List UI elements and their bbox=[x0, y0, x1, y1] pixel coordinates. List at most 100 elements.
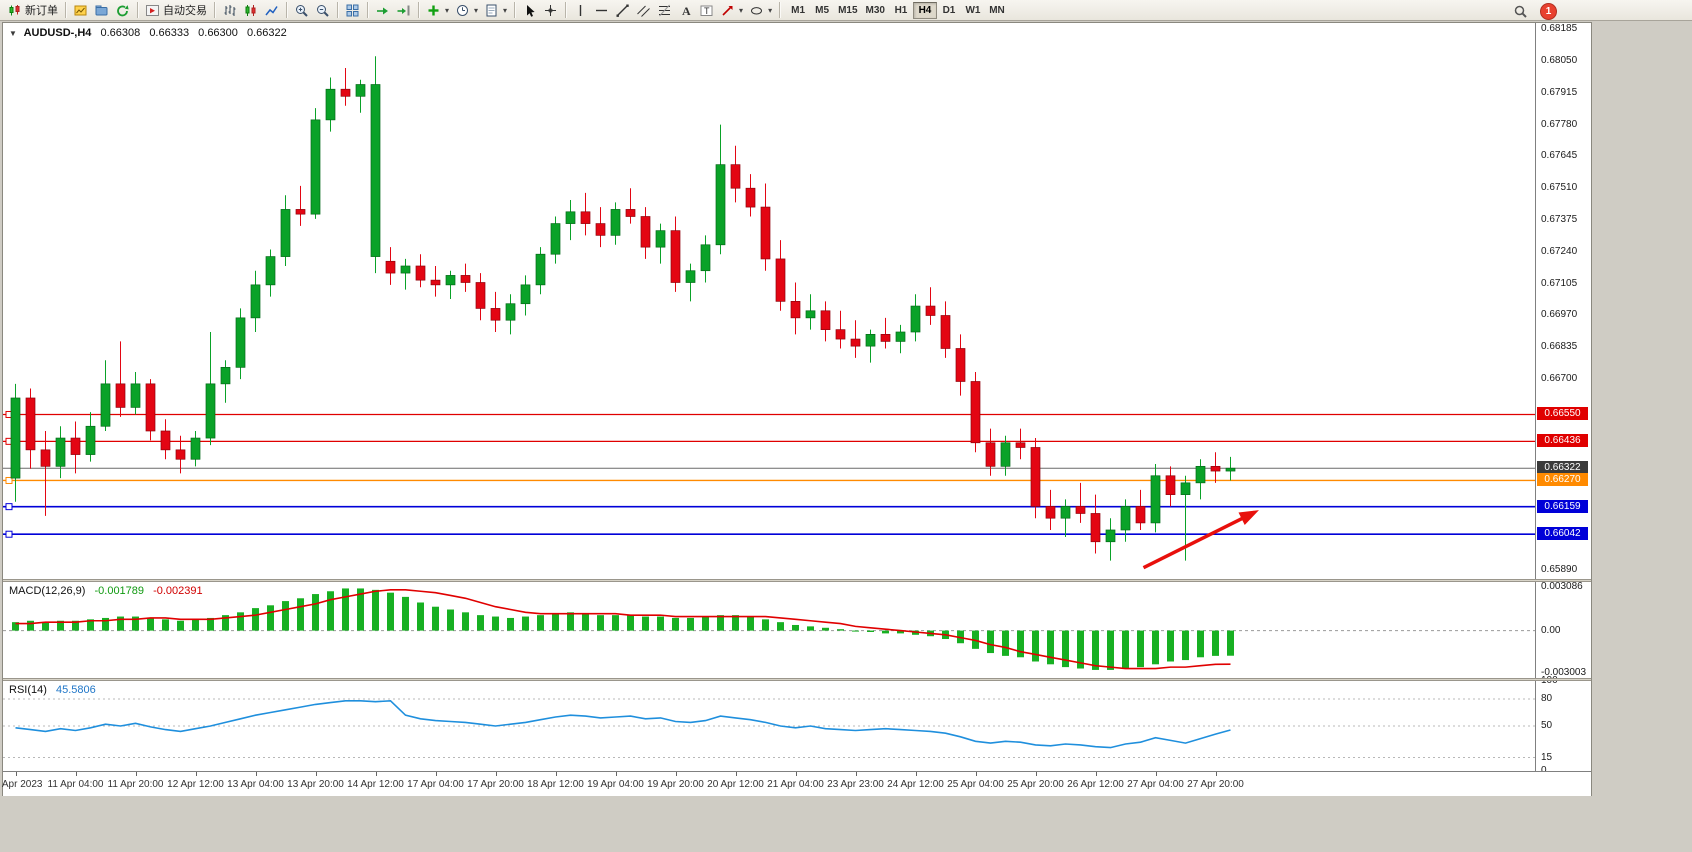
axis-label: 0.67645 bbox=[1541, 150, 1578, 162]
panel-separator[interactable] bbox=[3, 579, 1591, 582]
profiles-icon bbox=[95, 5, 108, 15]
ohlc-high: 0.66333 bbox=[149, 27, 190, 39]
panel-separator[interactable] bbox=[3, 678, 1591, 681]
text-button[interactable]: A bbox=[675, 1, 696, 20]
axis-label: -0.003003 bbox=[1541, 666, 1587, 678]
candlestick-chart-icon bbox=[245, 4, 256, 16]
axis-label: 50 bbox=[1541, 720, 1553, 731]
timeframe-button-m5[interactable]: M5 bbox=[810, 2, 834, 19]
time-label: 19 Apr 04:00 bbox=[587, 779, 644, 790]
price-tag: 0.66159 bbox=[1537, 499, 1588, 513]
toolbar-separator bbox=[514, 2, 516, 18]
fibonacci-button[interactable] bbox=[654, 1, 675, 20]
channel-button[interactable] bbox=[633, 1, 654, 20]
time-label: 13 Apr 04:00 bbox=[227, 779, 284, 790]
timeframe-button-mn[interactable]: MN bbox=[985, 2, 1009, 19]
axis-label: 0.67375 bbox=[1541, 214, 1578, 226]
tile-windows-icon bbox=[346, 4, 359, 16]
horizontal-line-button[interactable] bbox=[591, 1, 612, 20]
time-tick bbox=[135, 772, 137, 776]
periods-button[interactable]: ▾ bbox=[452, 1, 481, 20]
rsi-chart[interactable] bbox=[3, 681, 1535, 771]
search-button[interactable] bbox=[1510, 2, 1531, 21]
timeframe-button-w1[interactable]: W1 bbox=[961, 2, 985, 19]
time-tick bbox=[675, 772, 677, 776]
fibonacci-icon bbox=[659, 4, 671, 16]
time-tick bbox=[555, 772, 557, 776]
time-tick bbox=[1215, 772, 1217, 776]
timeframe-button-h4[interactable]: H4 bbox=[912, 1, 937, 19]
bar-chart-button[interactable] bbox=[219, 1, 240, 20]
auto-trading-button[interactable]: 自动交易 bbox=[142, 1, 210, 20]
toolbar-separator bbox=[137, 2, 138, 18]
auto-scroll-button[interactable] bbox=[372, 1, 393, 20]
new-order-button[interactable]: 新订单 bbox=[4, 1, 61, 20]
arrows-button[interactable]: ▾ bbox=[717, 1, 746, 20]
ohlc-low: 0.66300 bbox=[198, 27, 238, 39]
crosshair-button[interactable] bbox=[540, 1, 561, 20]
chart-menu-icon[interactable]: ▼ bbox=[9, 29, 17, 38]
time-label: 21 Apr 04:00 bbox=[767, 779, 824, 790]
text-label-button[interactable]: T bbox=[696, 1, 717, 20]
macd-panel[interactable] bbox=[3, 582, 1535, 678]
price-axis[interactable]: 0.68185 0.68050 0.67915 0.67780 0.67645 0.675… bbox=[1535, 23, 1591, 776]
axis-label: 0.67510 bbox=[1541, 182, 1578, 194]
rsi-panel[interactable] bbox=[3, 681, 1535, 771]
zoom-in-icon bbox=[296, 4, 308, 17]
templates-icon bbox=[486, 4, 497, 16]
toolbar-separator bbox=[337, 2, 338, 18]
new-chart-button[interactable] bbox=[70, 1, 91, 20]
timeframe-button-d1[interactable]: D1 bbox=[937, 2, 961, 19]
tile-windows-button[interactable] bbox=[342, 1, 363, 20]
line-chart-icon bbox=[265, 5, 278, 15]
time-tick bbox=[15, 772, 17, 776]
chart-shift-button[interactable] bbox=[393, 1, 414, 20]
chevron-down-icon: ▾ bbox=[445, 5, 450, 15]
timeframe-button-m15[interactable]: M15 bbox=[834, 2, 861, 19]
ohlc-open: 0.66308 bbox=[100, 27, 141, 39]
toolbar-right-group: 1 bbox=[1510, 2, 1557, 21]
toolbar-separator bbox=[367, 2, 368, 18]
indicators-icon bbox=[428, 5, 439, 15]
time-label: 11 Apr 20:00 bbox=[107, 779, 164, 790]
main-chart-panel[interactable] bbox=[3, 23, 1535, 579]
notification-badge[interactable]: 1 bbox=[1540, 3, 1557, 20]
time-label: 14 Apr 12:00 bbox=[347, 779, 404, 790]
candlestick-chart-button[interactable] bbox=[240, 1, 261, 20]
templates-button[interactable]: ▾ bbox=[481, 1, 510, 20]
time-tick bbox=[855, 772, 857, 776]
svg-text:A: A bbox=[682, 4, 691, 18]
trendline-button[interactable] bbox=[612, 1, 633, 20]
time-tick bbox=[1155, 772, 1157, 776]
time-tick bbox=[1095, 772, 1097, 776]
new-chart-icon bbox=[74, 5, 87, 15]
indicators-button[interactable]: ▾ bbox=[423, 1, 452, 20]
rsi-indicator-label: RSI(14) 45.5806 bbox=[9, 684, 96, 696]
channel-icon bbox=[637, 5, 650, 17]
line-chart-button[interactable] bbox=[261, 1, 282, 20]
macd-chart[interactable] bbox=[3, 582, 1535, 678]
zoom-out-button[interactable] bbox=[312, 1, 333, 20]
time-label: 17 Apr 20:00 bbox=[467, 779, 524, 790]
text-label-icon: T bbox=[700, 5, 713, 16]
timeframe-button-m30[interactable]: M30 bbox=[862, 2, 889, 19]
time-label: 20 Apr 12:00 bbox=[707, 779, 764, 790]
refresh-button[interactable] bbox=[112, 1, 133, 20]
time-tick bbox=[795, 772, 797, 776]
profiles-button[interactable] bbox=[91, 1, 112, 20]
macd-indicator-label: MACD(12,26,9) -0.001789 -0.002391 bbox=[9, 585, 203, 597]
bar-chart-icon bbox=[224, 4, 236, 16]
vertical-line-button[interactable] bbox=[570, 1, 591, 20]
new-order-icon bbox=[9, 4, 20, 15]
shapes-icon bbox=[751, 6, 763, 15]
timeframe-button-h1[interactable]: H1 bbox=[889, 2, 913, 19]
time-label: 13 Apr 20:00 bbox=[287, 779, 344, 790]
axis-label: 0.65890 bbox=[1541, 564, 1578, 576]
timeframe-button-m1[interactable]: M1 bbox=[786, 2, 810, 19]
shapes-button[interactable]: ▾ bbox=[746, 1, 775, 20]
candlestick-chart[interactable] bbox=[3, 23, 1535, 579]
zoom-in-button[interactable] bbox=[291, 1, 312, 20]
cursor-button[interactable] bbox=[519, 1, 540, 20]
time-label: 10 Apr 2023 bbox=[0, 779, 43, 790]
